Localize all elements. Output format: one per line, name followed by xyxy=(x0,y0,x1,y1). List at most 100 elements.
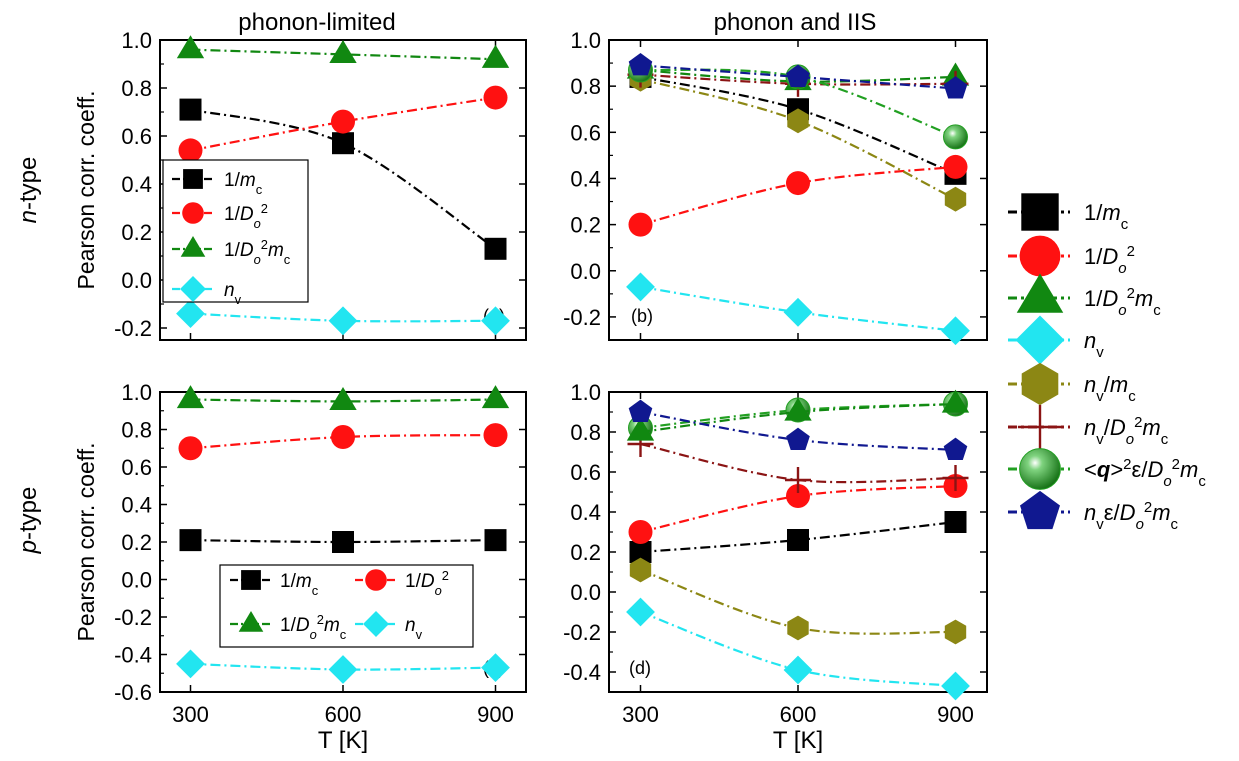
legend-label: 1/Do2mc xyxy=(280,612,347,642)
series-n-v xyxy=(626,597,970,701)
y-tick-label: 0.8 xyxy=(570,420,601,445)
data-point xyxy=(176,385,205,409)
data-point xyxy=(944,619,967,645)
y-tick-label: 1.0 xyxy=(121,28,152,53)
data-point xyxy=(178,138,203,163)
data-point xyxy=(787,108,809,134)
legend-entry: 1/Do2 xyxy=(172,201,268,231)
series-1-m-c xyxy=(179,529,507,553)
data-point xyxy=(783,655,813,685)
data-point xyxy=(328,306,358,336)
series-line xyxy=(190,312,496,323)
series-n-v-d-o-2-m-c xyxy=(628,53,968,99)
data-point xyxy=(484,237,507,260)
column-title-phonon-and-iis: phonon and IIS xyxy=(714,9,877,36)
x-axis-label: T [K] xyxy=(773,727,823,754)
legend-label: <q>2ε/Do2mc xyxy=(1084,456,1206,490)
series-1-d-o-2-m-c xyxy=(176,35,510,68)
data-point xyxy=(944,511,967,533)
data-point xyxy=(787,615,809,641)
x-tick-label: 900 xyxy=(477,702,514,727)
y-tick-label: 0.0 xyxy=(121,268,152,293)
y-tick-label: -0.2 xyxy=(563,305,601,330)
data-point xyxy=(943,437,968,460)
y-tick-label: 0.8 xyxy=(570,74,601,99)
y-tick-label: 0.2 xyxy=(121,530,152,555)
y-tick-label: 0.2 xyxy=(570,213,601,238)
data-point xyxy=(943,124,968,150)
series-n-v xyxy=(176,299,510,336)
legend-label: 1/mc xyxy=(280,571,319,598)
data-point xyxy=(943,76,968,99)
y-tick-label: 1.0 xyxy=(121,380,152,405)
legend-marker xyxy=(365,569,387,591)
legend-marker xyxy=(1017,404,1063,450)
legend-label: 1/Do2 xyxy=(1084,243,1135,277)
series-line xyxy=(190,398,496,403)
legend-marker xyxy=(180,236,206,257)
data-point xyxy=(483,423,508,448)
legend-entry: 1/mc xyxy=(172,169,263,197)
legend-marker xyxy=(1019,235,1061,277)
legend-entry-1-d-o-2-m-c: 1/Do2mc xyxy=(1008,273,1161,319)
data-point xyxy=(628,399,653,422)
data-point xyxy=(626,597,655,627)
legend-entry-n-v-d-o-2-m-c: nvε/Do2mc xyxy=(1008,490,1179,533)
data-point xyxy=(484,529,507,552)
legend-panel-a: 1/mc 1/Do2 1/Do2mc nv xyxy=(162,159,309,307)
series-n-v xyxy=(626,272,970,346)
y-tick-label: 1.0 xyxy=(570,380,601,405)
legend-marker xyxy=(180,276,206,302)
y-tick-label: -0.6 xyxy=(114,680,152,705)
legend-entry-n-v-m-c: nv/mc xyxy=(1008,362,1136,406)
row-label-p-rest: -type xyxy=(15,487,42,540)
data-point xyxy=(941,389,970,413)
panel-d: 1.0 0.8 0.6 0.4 0.2 0.0 -0.2 -0.4 300 600 900 T [K]… xyxy=(563,380,988,754)
legend-box xyxy=(219,564,474,648)
y-tick-label: 0.4 xyxy=(121,172,152,197)
legend-marker xyxy=(1021,362,1059,406)
row-label-n-rest: -type xyxy=(15,157,42,210)
legend-label: 1/Do2mc xyxy=(224,237,291,267)
data-point xyxy=(179,529,202,552)
legend-entry-q-2-d-o-2-m-c: <q>2ε/Do2mc xyxy=(1008,448,1206,490)
legend-marker xyxy=(1019,448,1061,490)
data-point xyxy=(626,272,655,302)
series-1-m-c xyxy=(629,511,967,563)
data-point xyxy=(941,316,970,346)
panel-a: 1.0 0.8 0.6 0.4 0.2 0.0 -0.2 Pearson corr. coef… xyxy=(73,28,527,341)
panel-label: (d) xyxy=(629,658,651,678)
legend-label: 1/Do2 xyxy=(405,568,449,598)
data-point xyxy=(331,109,355,134)
column-title-phonon-limited: phonon-limited xyxy=(238,9,395,36)
data-point xyxy=(628,53,653,76)
data-point xyxy=(176,35,205,59)
y-tick-label: -0.2 xyxy=(114,605,152,630)
legend-entry: nv xyxy=(172,276,242,307)
x-tick-label: 600 xyxy=(325,702,362,727)
legend-marker xyxy=(1015,315,1065,365)
series-line xyxy=(190,434,496,450)
legend-label: nv xyxy=(1084,328,1104,361)
series-line xyxy=(640,68,956,138)
legend-entry: 1/Do2mc xyxy=(172,236,291,267)
legend-marker xyxy=(182,202,204,224)
legend-label: nv xyxy=(224,280,242,307)
x-tick-label: 300 xyxy=(622,702,659,727)
legend-entry-1-d-o-2: 1/Do2 xyxy=(1008,235,1135,277)
data-point xyxy=(176,299,205,328)
data-point xyxy=(481,306,510,336)
legend-label: 1/mc xyxy=(224,170,263,197)
data-point xyxy=(943,154,968,179)
y-tick-label: 0.6 xyxy=(570,460,601,485)
series-1-d-o-2-m-c xyxy=(626,389,970,441)
data-point xyxy=(786,171,810,196)
series-line xyxy=(190,48,496,61)
data-point xyxy=(331,425,355,449)
data-point xyxy=(481,653,510,683)
y-tick-label: -0.4 xyxy=(563,660,601,685)
legend-panel-c: 1/mc 1/Do2 1/Do2mc nv xyxy=(219,564,474,648)
series-line xyxy=(190,539,496,544)
data-point xyxy=(783,297,813,327)
